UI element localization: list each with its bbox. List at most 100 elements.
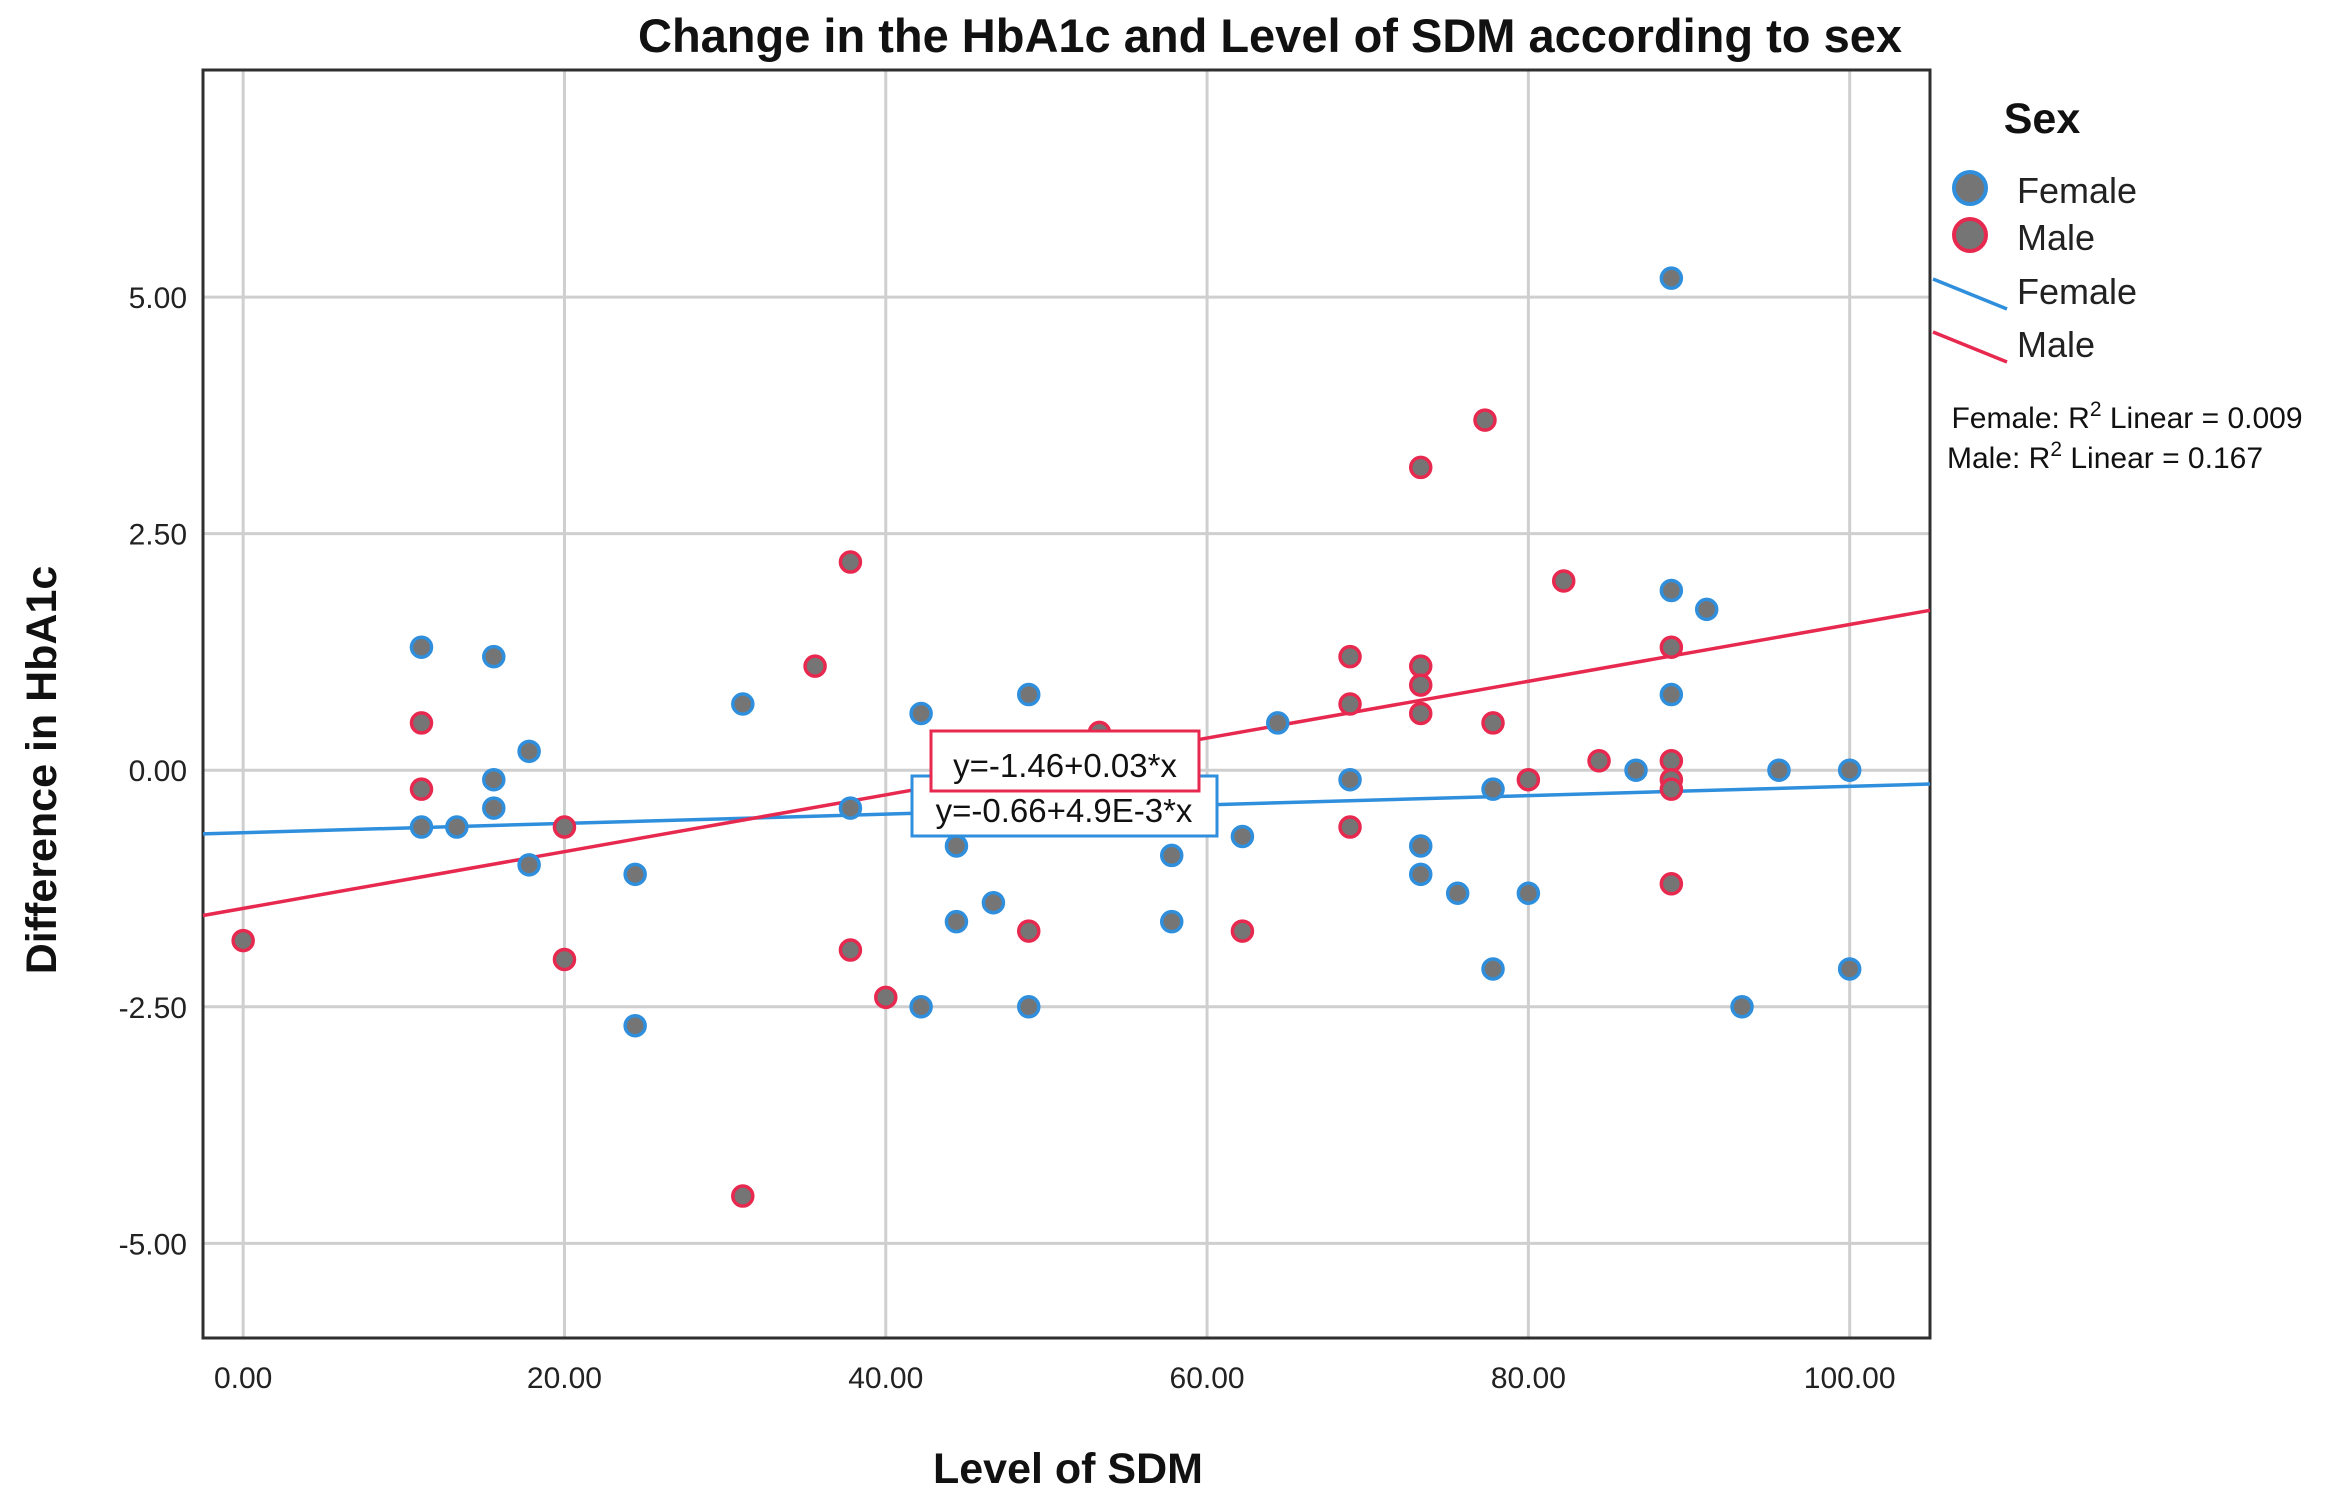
legend: Sex Female Male Female Male Female: R2 Linea…	[1932, 95, 2303, 475]
female-point	[623, 1013, 647, 1038]
plot-frame	[201, 68, 1932, 1340]
female-point	[1659, 682, 1684, 707]
male-point	[552, 947, 577, 972]
y-tick-label: 5.00	[129, 282, 187, 315]
male-point	[1230, 919, 1255, 943]
female-point	[909, 995, 933, 1019]
female-point	[445, 815, 469, 839]
chart-title: Change in the HbA1c and Level of SDM acc…	[638, 9, 1902, 62]
x-axis-label: Level of SDM	[933, 1445, 1203, 1493]
female-point	[1730, 995, 1754, 1019]
female-point	[1767, 758, 1791, 782]
female-point	[1659, 578, 1684, 603]
female-point	[1481, 777, 1505, 801]
legend-title: Sex	[2004, 95, 2081, 143]
y-axis-label: Difference in HbA1c	[18, 566, 66, 975]
legend-male-marker	[1952, 217, 1988, 253]
female-point	[1266, 711, 1290, 735]
x-tick-label: 60.00	[1170, 1362, 1245, 1395]
female-point	[981, 890, 1006, 915]
y-tick-label: -5.00	[119, 1228, 187, 1261]
fit-equations: y=-0.66+4.9E-3*x y=-1.46+0.03*x	[910, 729, 1219, 838]
female-point	[1659, 266, 1684, 290]
legend-female-line-label: Female	[2017, 271, 2137, 312]
data-points	[231, 266, 1862, 1208]
male-point	[1551, 569, 1576, 593]
male-point	[1408, 673, 1433, 697]
male-point	[1659, 749, 1684, 773]
male-point	[1587, 749, 1611, 773]
female-point	[1159, 843, 1184, 868]
female-point	[1159, 909, 1184, 934]
male-equation-box	[929, 729, 1201, 793]
male-point	[1408, 654, 1433, 678]
y-tick-label: -2.50	[119, 992, 187, 1025]
male-point	[231, 928, 255, 953]
female-point	[1694, 597, 1719, 622]
female-point	[1408, 834, 1433, 858]
x-tick-label: 40.00	[848, 1362, 923, 1395]
male-point	[1016, 919, 1041, 943]
male-point	[1408, 701, 1433, 726]
y-tick-label: 2.50	[129, 519, 187, 552]
female-point	[944, 909, 969, 934]
x-tick-label: 100.00	[1804, 1362, 1896, 1395]
x-tick-label: 0.00	[214, 1362, 272, 1395]
female-point	[838, 796, 863, 820]
female-point	[1445, 881, 1470, 906]
male-point	[731, 1184, 755, 1208]
legend-female-point-label: Female	[2017, 170, 2137, 211]
r2-label: Male: R2 Linear = 0.167	[1947, 438, 2263, 475]
male-point	[409, 777, 434, 801]
female-point	[1624, 758, 1648, 782]
legend-male-line-label: Male	[2017, 324, 2095, 365]
r2-label: Female: R2 Linear = 0.009	[1951, 398, 2302, 435]
female-point	[1837, 758, 1862, 782]
female-point	[482, 767, 506, 792]
legend-male-point-label: Male	[2017, 217, 2095, 258]
male-point	[1338, 692, 1362, 716]
male-point	[1659, 635, 1684, 659]
female-point	[517, 853, 541, 877]
female-point	[1837, 957, 1862, 981]
female-point	[1408, 862, 1433, 887]
male-point	[409, 711, 434, 735]
legend-female-line-swatch	[1932, 277, 2008, 311]
legend-female-marker	[1952, 170, 1988, 206]
male-point	[838, 938, 863, 962]
male-point	[803, 654, 827, 678]
x-tick-label: 20.00	[527, 1362, 602, 1395]
male-point	[552, 815, 577, 839]
male-point	[1473, 408, 1497, 432]
female-point	[1516, 881, 1541, 906]
x-tick-label: 80.00	[1491, 1362, 1566, 1395]
female-point	[1016, 682, 1041, 707]
male-point	[1659, 872, 1684, 896]
female-point	[1016, 995, 1041, 1019]
female-point	[731, 692, 755, 716]
male-point	[1338, 644, 1362, 669]
female-point	[1338, 767, 1362, 792]
y-tick-label: 0.00	[129, 755, 187, 788]
male-point	[1338, 815, 1362, 839]
male-point	[1481, 711, 1505, 735]
female-equation-label: y=-0.66+4.9E-3*x	[936, 792, 1193, 829]
male-point	[1516, 767, 1541, 792]
male-point	[838, 550, 863, 574]
female-point	[409, 815, 434, 839]
female-point	[517, 739, 541, 764]
male-point	[874, 985, 898, 1010]
female-point	[482, 796, 506, 820]
male-point	[1659, 777, 1684, 801]
male-equation-label: y=-1.46+0.03*x	[953, 747, 1177, 784]
female-point	[409, 635, 434, 659]
female-point	[909, 701, 933, 726]
female-point	[482, 644, 506, 669]
tick-labels: 0.00 20.00 40.00 60.00 80.00 100.00 5.00 2.50 0.…	[119, 282, 1896, 1395]
female-point	[623, 862, 647, 887]
legend-male-line-swatch	[1932, 330, 2008, 364]
female-point	[1481, 957, 1505, 981]
female-point	[1230, 824, 1255, 849]
female-point	[944, 834, 969, 858]
